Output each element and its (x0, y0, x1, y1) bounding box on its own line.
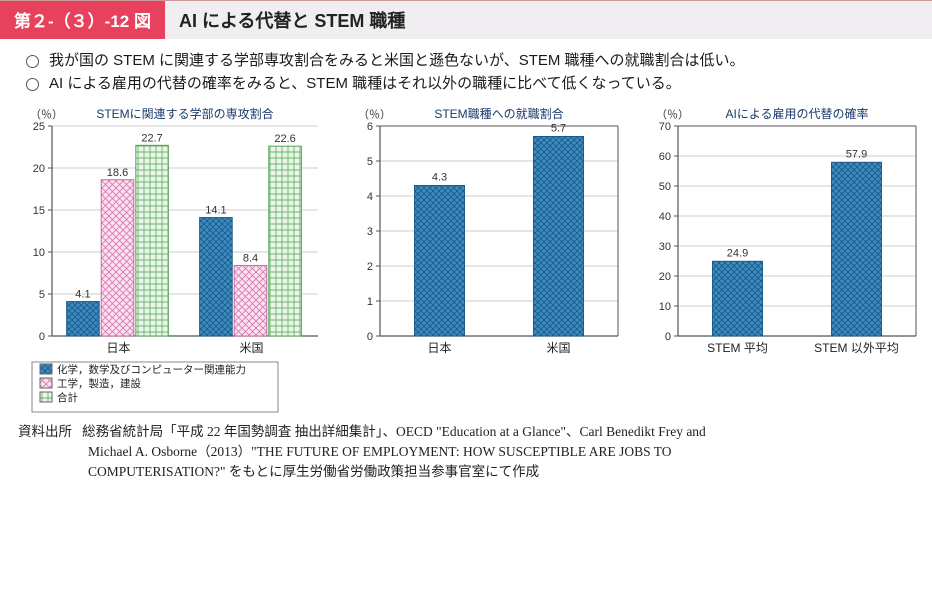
svg-text:3: 3 (367, 226, 373, 238)
svg-text:70: 70 (659, 121, 671, 133)
svg-text:化学，数学及びコンピューター関連能力: 化学，数学及びコンピューター関連能力 (57, 363, 246, 376)
svg-text:米国: 米国 (239, 341, 263, 355)
bullet-item: 我が国の STEM に関連する学部専攻割合をみると米国と遜色ないが、STEM 職… (26, 49, 906, 72)
svg-text:STEM 以外平均: STEM 以外平均 (814, 341, 899, 355)
chart-ai-substitution: （％） AIによる雇用の代替の確率 0 10 20 30 40 50 60 70 24.9 STEM … (644, 104, 924, 414)
svg-text:（％）: （％） (656, 108, 689, 121)
bullet-text: 我が国の STEM に関連する学部専攻割合をみると米国と遜色ないが、STEM 職… (49, 49, 906, 72)
svg-text:50: 50 (659, 181, 671, 193)
svg-text:4: 4 (367, 191, 373, 203)
summary-bullets: 我が国の STEM に関連する学部専攻割合をみると米国と遜色ないが、STEM 職… (0, 39, 932, 102)
svg-text:日本: 日本 (427, 341, 451, 355)
svg-text:AIによる雇用の代替の確率: AIによる雇用の代替の確率 (726, 106, 869, 121)
svg-text:STEMに関連する学部の専攻割合: STEMに関連する学部の専攻割合 (96, 106, 273, 121)
source-label: 資料出所 (18, 424, 72, 439)
svg-text:8.4: 8.4 (243, 252, 258, 264)
svg-text:5: 5 (39, 289, 45, 301)
figure-badge: 第２-（３）-12 図 (0, 1, 165, 39)
svg-text:15: 15 (33, 205, 45, 217)
charts-container: （％）STEMに関連する学部の専攻割合05101520254.118.622.7… (0, 102, 932, 414)
svg-text:0: 0 (665, 331, 671, 343)
svg-text:20: 20 (659, 271, 671, 283)
chart-stem-job-share: （％） STEM職種への就職割合 0 1 2 3 4 5 6 4.3 日本 5.7 米国 (346, 104, 626, 414)
svg-text:STEM職種への就職割合: STEM職種への就職割合 (434, 106, 563, 121)
svg-text:6: 6 (367, 121, 373, 133)
svg-text:日本: 日本 (106, 341, 130, 355)
bullet-icon (26, 78, 39, 91)
svg-text:米国: 米国 (546, 341, 570, 355)
svg-text:40: 40 (659, 211, 671, 223)
svg-text:4.1: 4.1 (75, 288, 90, 300)
svg-text:合計: 合計 (57, 391, 78, 404)
svg-text:10: 10 (659, 301, 671, 313)
svg-text:5: 5 (367, 156, 373, 168)
svg-text:24.9: 24.9 (727, 247, 748, 259)
svg-text:30: 30 (659, 241, 671, 253)
bullet-text: AI による雇用の代替の確率をみると、STEM 職種はそれ以外の職種に比べて低く… (49, 72, 906, 95)
source-citation: 資料出所 総務省統計局「平成 22 年国勢調査 抽出詳細集計」、OECD "Ed… (0, 414, 932, 483)
svg-text:4.3: 4.3 (432, 171, 447, 183)
svg-text:5.7: 5.7 (551, 122, 566, 134)
bullet-icon (26, 55, 39, 68)
svg-text:22.7: 22.7 (141, 132, 162, 144)
svg-text:2: 2 (367, 261, 373, 273)
svg-text:25: 25 (33, 121, 45, 133)
svg-text:22.6: 22.6 (274, 133, 295, 145)
svg-text:60: 60 (659, 151, 671, 163)
svg-text:1: 1 (367, 296, 373, 308)
svg-text:57.9: 57.9 (846, 148, 867, 160)
svg-text:0: 0 (367, 331, 373, 343)
svg-text:20: 20 (33, 163, 45, 175)
chart-stem-major-share: （％） STEMに関連する学部の専攻割合 0 5 10 15 20 25 4.1 18.6 22.7… (18, 104, 328, 414)
source-text: Michael A. Osborne（2013）"THE FUTURE OF E… (18, 442, 914, 462)
svg-text:14.1: 14.1 (205, 204, 226, 216)
svg-text:（％）: （％） (30, 108, 63, 121)
source-text: COMPUTERISATION?" をもとに厚生労働省労働政策担当参事官室にて作… (18, 462, 914, 482)
svg-text:0: 0 (39, 331, 45, 343)
svg-text:STEM 平均: STEM 平均 (707, 341, 768, 355)
svg-text:10: 10 (33, 247, 45, 259)
figure-title: AI による代替と STEM 職種 (165, 1, 932, 39)
svg-text:（％）: （％） (358, 108, 391, 121)
bullet-item: AI による雇用の代替の確率をみると、STEM 職種はそれ以外の職種に比べて低く… (26, 72, 906, 95)
figure-header: 第２-（３）-12 図 AI による代替と STEM 職種 (0, 0, 932, 39)
svg-text:工学，製造，建設: 工学，製造，建設 (57, 377, 141, 390)
source-text: 総務省統計局「平成 22 年国勢調査 抽出詳細集計」、OECD "Educati… (82, 424, 706, 439)
svg-text:18.6: 18.6 (107, 166, 128, 178)
